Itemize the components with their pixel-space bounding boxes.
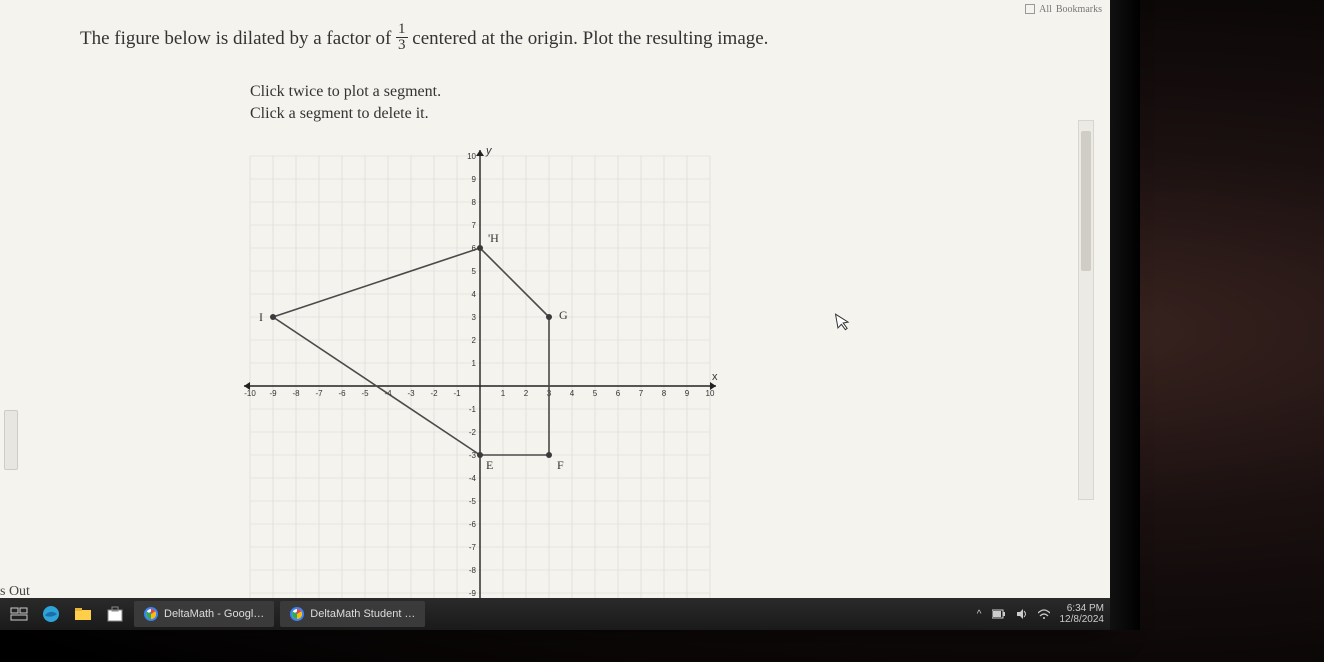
laptop-bezel <box>1110 0 1140 630</box>
svg-text:1: 1 <box>501 389 506 398</box>
svg-text:6: 6 <box>472 244 477 253</box>
svg-text:-3: -3 <box>407 389 415 398</box>
instruction-line-2: Click a segment to delete it. <box>250 103 1080 125</box>
svg-text:10: 10 <box>467 152 476 161</box>
svg-text:2: 2 <box>472 336 477 345</box>
taskbar-clock[interactable]: 6:34 PM 12/8/2024 <box>1060 603 1105 625</box>
svg-text:I: I <box>259 310 263 324</box>
svg-text:7: 7 <box>639 389 644 398</box>
system-tray[interactable]: ^ 6:34 PM 12/8/2024 <box>977 603 1104 625</box>
network-icon[interactable] <box>1038 608 1050 620</box>
battery-icon[interactable] <box>992 609 1006 619</box>
svg-text:-2: -2 <box>469 428 477 437</box>
svg-text:9: 9 <box>472 175 477 184</box>
instruction-line-1: Click twice to plot a segment. <box>250 81 1080 103</box>
taskbar-app-label-2: DeltaMath Student … <box>310 608 415 620</box>
svg-text:-6: -6 <box>469 520 477 529</box>
task-view-icon[interactable] <box>6 601 32 627</box>
svg-text:7: 7 <box>472 221 477 230</box>
svg-text:-5: -5 <box>469 497 477 506</box>
svg-text:E: E <box>486 458 493 472</box>
svg-text:3: 3 <box>472 313 477 322</box>
taskbar-app-deltamath-student[interactable]: DeltaMath Student … <box>280 601 425 627</box>
svg-text:-1: -1 <box>469 405 477 414</box>
windows-taskbar[interactable]: DeltaMath - Googl… DeltaMath Student … ^… <box>0 598 1110 630</box>
svg-text:y: y <box>485 146 493 157</box>
svg-text:G: G <box>559 308 568 322</box>
svg-text:9: 9 <box>685 389 690 398</box>
problem-text-before: The figure below is dilated by a factor … <box>80 28 396 49</box>
svg-text:-8: -8 <box>292 389 300 398</box>
svg-text:1: 1 <box>472 359 477 368</box>
bookmarks-prefix: All <box>1039 4 1052 15</box>
page-scrollbar[interactable] <box>1078 120 1094 500</box>
svg-text:-4: -4 <box>469 474 477 483</box>
fraction-denominator: 3 <box>396 38 408 53</box>
svg-text:-1: -1 <box>453 389 461 398</box>
store-icon[interactable] <box>102 601 128 627</box>
svg-text:4: 4 <box>570 389 575 398</box>
svg-text:4: 4 <box>472 290 477 299</box>
tray-chevron-icon[interactable]: ^ <box>977 609 982 620</box>
svg-text:-7: -7 <box>469 543 477 552</box>
fraction-numerator: 1 <box>396 22 408 38</box>
svg-text:x: x <box>712 371 718 383</box>
svg-text:8: 8 <box>662 389 667 398</box>
clock-date: 12/8/2024 <box>1060 614 1105 625</box>
chrome-icon <box>144 607 158 621</box>
left-scroll-area <box>0 310 30 510</box>
fraction: 1 3 <box>396 22 408 53</box>
svg-text:-8: -8 <box>469 566 477 575</box>
svg-text:-9: -9 <box>469 589 477 598</box>
bookmarks-icon <box>1025 4 1035 14</box>
svg-text:-5: -5 <box>361 389 369 398</box>
svg-text:F: F <box>557 458 564 472</box>
left-scrollbar[interactable] <box>4 410 18 470</box>
bookmarks-label: Bookmarks <box>1056 4 1102 15</box>
svg-text:-6: -6 <box>338 389 346 398</box>
svg-text:-2: -2 <box>430 389 438 398</box>
svg-text:5: 5 <box>472 267 477 276</box>
file-explorer-icon[interactable] <box>70 601 96 627</box>
taskbar-app-label-1: DeltaMath - Googl… <box>164 608 264 620</box>
bookmarks-bar[interactable]: All Bookmarks <box>1025 0 1110 18</box>
svg-text:8: 8 <box>472 198 477 207</box>
graph-svg[interactable]: -10-9-8-7-6-5-4-3-2-112345678910-10-9-8-… <box>240 146 720 626</box>
svg-text:'H: 'H <box>488 231 499 245</box>
clock-time: 6:34 PM <box>1060 603 1105 614</box>
problem-text-after: centered at the origin. Plot the resulti… <box>412 28 768 49</box>
svg-text:2: 2 <box>524 389 529 398</box>
svg-text:-7: -7 <box>315 389 323 398</box>
chrome-icon <box>290 607 304 621</box>
problem-statement: The figure below is dilated by a factor … <box>80 24 1080 55</box>
coordinate-graph[interactable]: -10-9-8-7-6-5-4-3-2-112345678910-10-9-8-… <box>240 146 720 626</box>
svg-text:-9: -9 <box>269 389 277 398</box>
svg-text:6: 6 <box>616 389 621 398</box>
taskbar-app-deltamath-google[interactable]: DeltaMath - Googl… <box>134 601 274 627</box>
laptop-screen: All Bookmarks The figure below is dilate… <box>0 0 1110 630</box>
volume-icon[interactable] <box>1016 608 1028 620</box>
cursor-icon <box>834 311 851 333</box>
svg-text:10: 10 <box>706 389 715 398</box>
svg-text:-10: -10 <box>244 389 256 398</box>
problem-content: The figure below is dilated by a factor … <box>80 24 1080 126</box>
scrollbar-thumb[interactable] <box>1081 131 1091 271</box>
edge-icon[interactable] <box>38 601 64 627</box>
svg-text:5: 5 <box>593 389 598 398</box>
instructions: Click twice to plot a segment. Click a s… <box>250 81 1080 126</box>
